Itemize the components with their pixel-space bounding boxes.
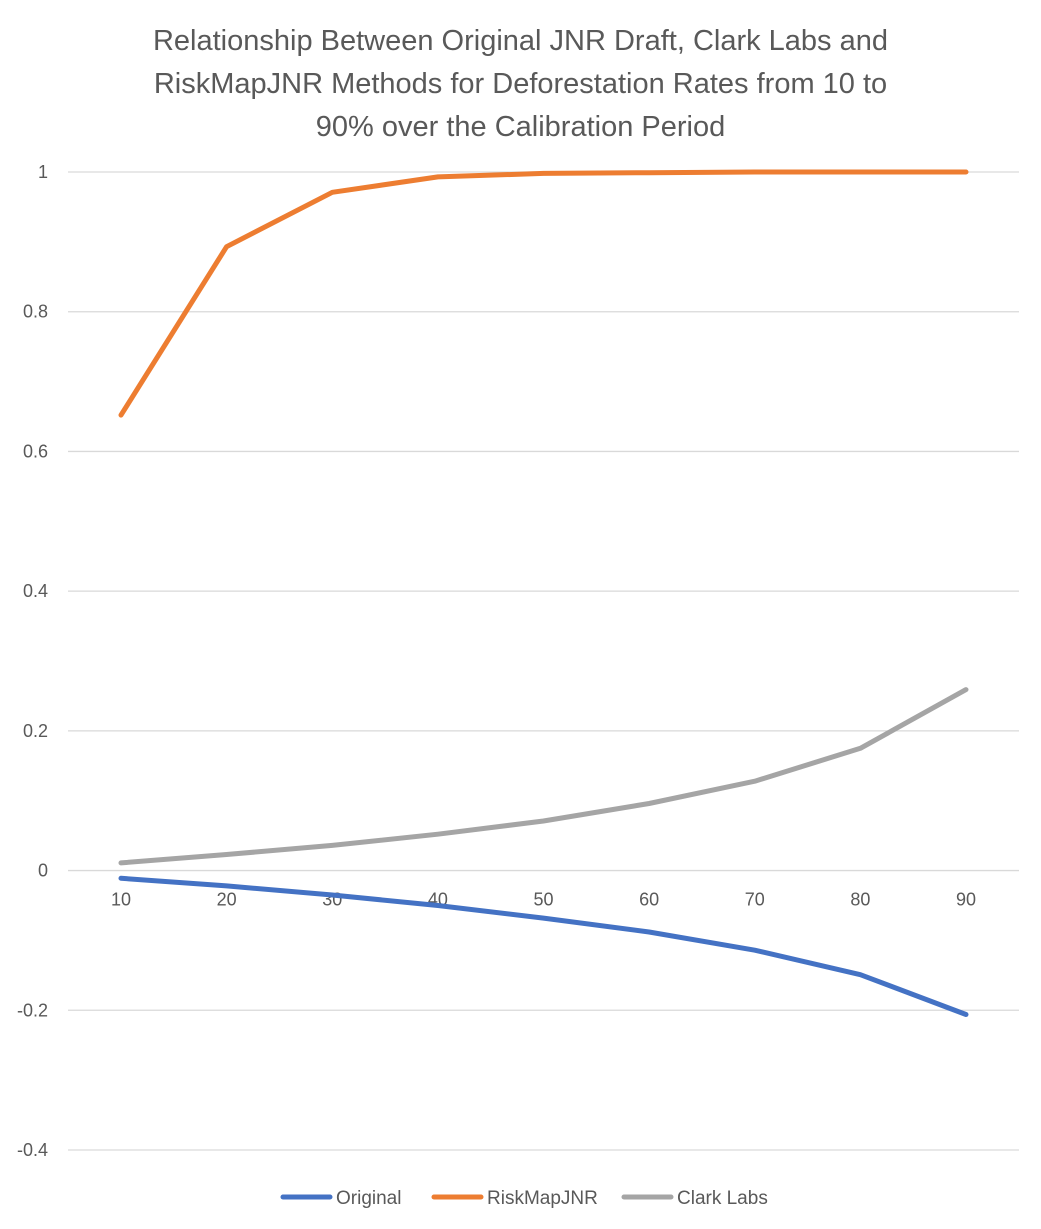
chart-title-line-1: Relationship Between Original JNR Draft,…	[152, 25, 888, 57]
x-tick-label: 70	[745, 890, 765, 910]
x-tick-label: 50	[533, 890, 553, 910]
x-tick-label: 60	[639, 890, 659, 910]
chart-title-line-3: 90% over the Calibration Period	[315, 111, 726, 143]
legend-label-riskmapjnr: RiskMapJNR	[487, 1188, 598, 1209]
x-tick-label: 10	[111, 890, 131, 910]
x-tick-label: 90	[956, 890, 976, 910]
y-axis-tick-labels: -0.4 -0.2 0 0.2 0.4 0.6 0.8 1	[17, 162, 48, 1160]
series-line-clark-labs	[118, 687, 969, 866]
y-tick-label: 0	[38, 861, 48, 881]
series-line-original	[118, 875, 969, 1017]
y-tick-label: -0.2	[17, 1000, 48, 1020]
x-axis-tick-labels: 10 20 30 40 50 60 70 80 90	[111, 890, 976, 910]
series-lines	[118, 169, 969, 1017]
y-tick-label: 0.4	[23, 581, 48, 601]
y-tick-label: 0.8	[23, 302, 48, 322]
y-tick-label: -0.4	[17, 1140, 48, 1160]
y-tick-label: 0.6	[23, 441, 48, 461]
y-tick-label: 0.2	[23, 721, 48, 741]
x-tick-label: 80	[850, 890, 870, 910]
x-tick-label: 20	[217, 890, 237, 910]
chart-title: Relationship Between Original JNR Draft,…	[0, 20, 1041, 149]
legend-label-clark-labs: Clark Labs	[677, 1188, 768, 1209]
legend: Original RiskMapJNR Clark Labs	[280, 1188, 768, 1209]
y-tick-label: 1	[38, 162, 48, 182]
gridlines	[68, 171, 1019, 1151]
legend-label-original: Original	[336, 1188, 401, 1209]
chart-title-line-2: RiskMapJNR Methods for Deforestation Rat…	[153, 68, 888, 100]
series-line-riskmapjnr	[118, 169, 969, 418]
